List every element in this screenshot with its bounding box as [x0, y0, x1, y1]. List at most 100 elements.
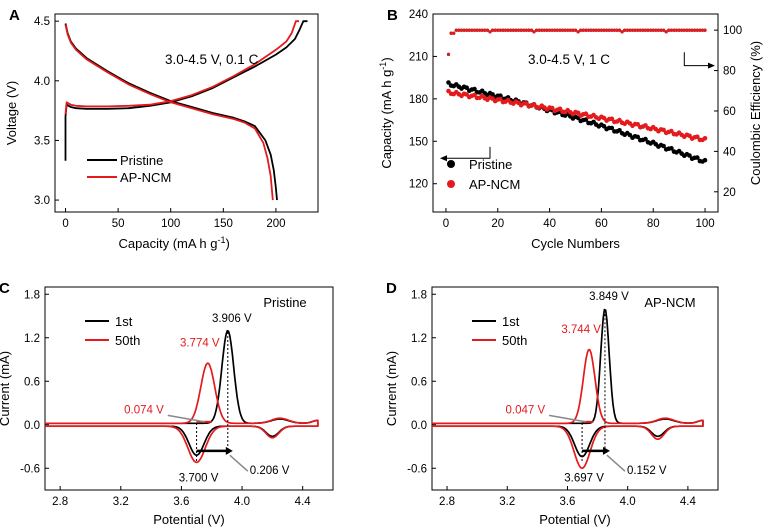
data-point [687, 28, 692, 32]
label-left-gap: 0.047 V [505, 404, 545, 416]
series-pristine-charge [64, 20, 308, 161]
y-tick-label: 3.0 [34, 195, 50, 207]
right-axis-arrow [683, 52, 708, 67]
legend-label: AP-NCM [469, 177, 520, 192]
data-point [535, 28, 539, 32]
pointer-polarization [606, 454, 626, 472]
data-point [687, 153, 692, 158]
data-point [527, 28, 531, 32]
cv-loop-50th [45, 362, 319, 464]
y2-tick-label: 20 [723, 187, 736, 199]
data-point [446, 52, 451, 57]
x-axis-label: Capacity (mA h g-1) [119, 235, 230, 251]
panel-label: D [386, 280, 397, 297]
y-tick-label: 180 [409, 94, 428, 106]
left-axis-arrow [446, 146, 491, 159]
legend-marker [447, 180, 455, 188]
data-point [703, 28, 707, 32]
data-point [452, 31, 456, 35]
x-tick-label: 0 [443, 218, 449, 230]
data-point [628, 28, 632, 32]
data-point [607, 28, 611, 32]
data-point [568, 28, 572, 32]
x-tick-label: 80 [647, 218, 660, 230]
pointer-polarization [229, 454, 249, 472]
y-tick-label: 1.2 [411, 333, 427, 345]
data-point [698, 28, 702, 32]
y-tick-label: 150 [409, 136, 428, 148]
data-point [524, 101, 529, 106]
data-point [516, 28, 521, 32]
y-tick-label: 210 [409, 51, 428, 63]
data-point [496, 28, 500, 32]
x-tick-label: 3.2 [113, 496, 129, 508]
data-point [563, 28, 567, 32]
data-point [586, 28, 591, 32]
data-point [702, 157, 708, 163]
data-point [610, 28, 614, 32]
data-point [599, 28, 604, 32]
legend-label: Pristine [469, 157, 512, 172]
data-point [636, 28, 640, 32]
y-tick-label: 0.6 [24, 376, 40, 388]
data-point [493, 28, 497, 32]
data-point [571, 28, 575, 32]
label-reduction: 3.700 V [179, 472, 219, 484]
data-point [472, 28, 477, 32]
y-tick-label: 0.6 [411, 376, 427, 388]
label-reduction: 3.697 V [564, 472, 604, 484]
x-tick-label: 2.8 [52, 496, 68, 508]
legend-label: Pristine [120, 153, 163, 168]
data-point [677, 28, 681, 32]
data-point [550, 28, 554, 32]
series-ap-ncm-ce [446, 28, 707, 57]
data-point [635, 122, 640, 127]
x-tick-label: 3.2 [499, 496, 515, 508]
y-tick-label: 0.0 [24, 420, 40, 432]
y-tick-label: 3.5 [34, 135, 50, 147]
panel-D: 2.8 3.2 3.6 4.0 4.4-0.60.00.61.21.8D3.849 V3… [384, 280, 719, 527]
data-point [532, 30, 536, 34]
data-point [545, 28, 549, 32]
x-tick-label: 50 [112, 218, 125, 230]
data-point [669, 28, 674, 32]
x-axis-label: Potential (V) [539, 512, 611, 527]
data-point [465, 28, 469, 32]
x-tick-label: 2.8 [439, 496, 455, 508]
data-point [680, 28, 684, 32]
data-point [649, 28, 653, 32]
plot-frame [54, 13, 319, 213]
y-tick-label: 120 [409, 179, 428, 191]
panel-title: AP-NCM [644, 295, 695, 310]
annotations: 3.849 V 3.744 V 0.047 V 3.697 V 0.152 V [505, 291, 666, 484]
data-point [467, 28, 471, 32]
data-point [524, 28, 528, 32]
data-point [643, 28, 648, 32]
data-point [457, 28, 461, 32]
pointer-gap [549, 414, 587, 423]
polarization-arrowhead [602, 446, 610, 455]
y-axis-label: Current (mA) [0, 351, 12, 426]
right-axis-arrowhead [708, 62, 715, 69]
y-tick-label: 4.5 [34, 16, 50, 28]
panel-label: B [387, 7, 398, 24]
data-point [519, 28, 523, 32]
polarization-arrowhead [225, 446, 233, 455]
legend-marker [447, 160, 455, 168]
panel-label: C [0, 280, 10, 297]
data-point [475, 28, 479, 32]
data-point [661, 143, 666, 149]
data-point [643, 136, 648, 142]
label-peak-1st: 3.849 V [589, 291, 629, 303]
series-ap-ncm-discharge [64, 24, 274, 201]
data-point [617, 128, 622, 133]
data-point [612, 28, 617, 32]
data-point [651, 28, 655, 32]
data-point [555, 28, 560, 32]
y-axis-label-tail: ) [379, 57, 394, 61]
y-tick-label: 1.2 [24, 333, 40, 345]
data-point [558, 28, 562, 32]
series-50th [432, 348, 704, 470]
x-tick-label: 4.4 [680, 496, 697, 508]
x-tick-label: 20 [491, 218, 504, 230]
